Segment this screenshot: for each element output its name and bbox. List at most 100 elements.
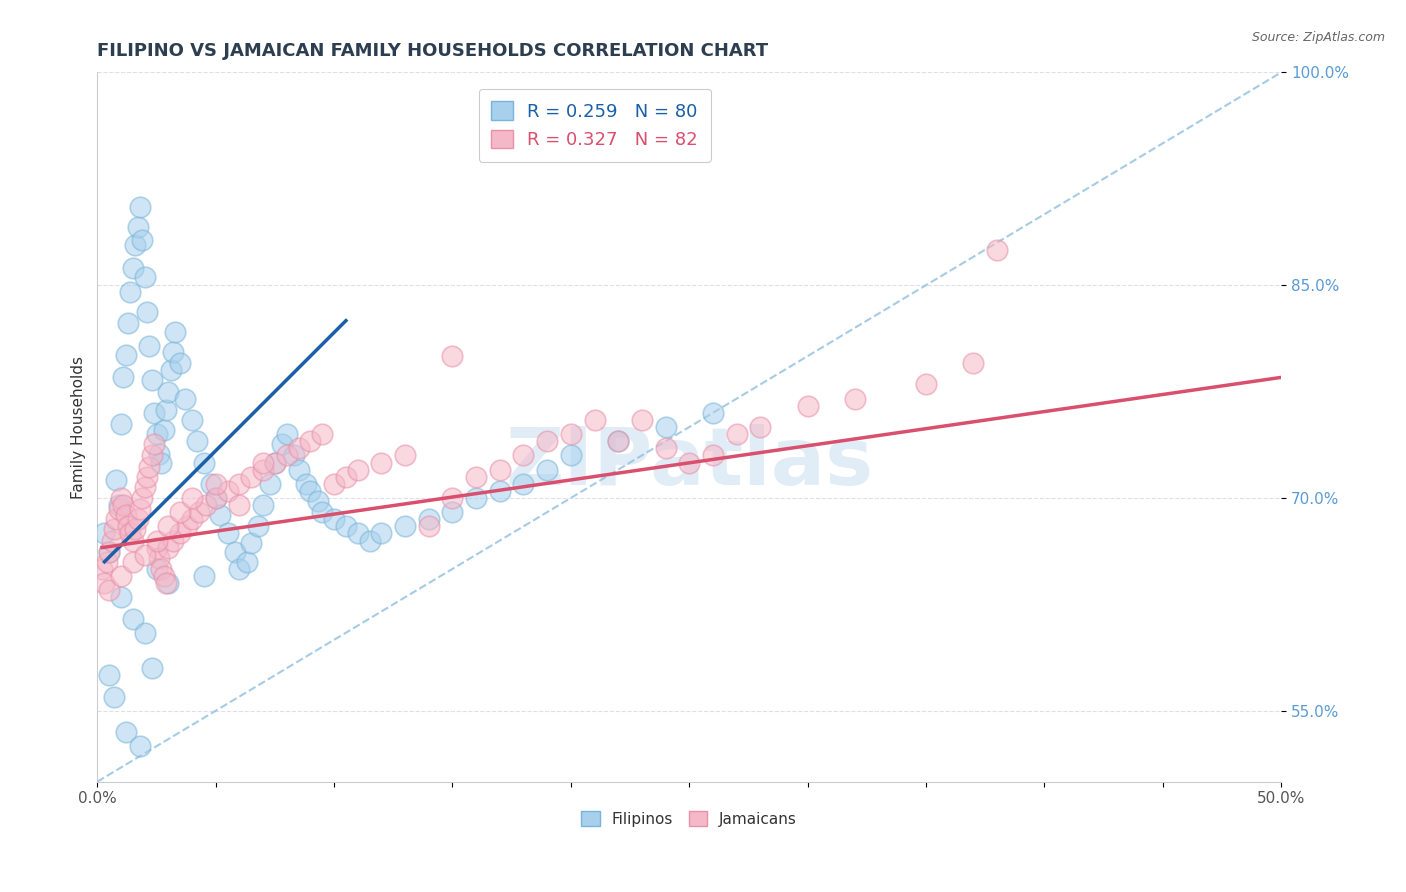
Point — [287, 462, 309, 476]
Point — [217, 526, 239, 541]
Point — [962, 356, 984, 370]
Point — [107, 498, 129, 512]
Point — [276, 427, 298, 442]
Point — [98, 545, 121, 559]
Point — [150, 562, 173, 576]
Point — [169, 356, 191, 370]
Point — [93, 576, 115, 591]
Point — [844, 392, 866, 406]
Text: FILIPINO VS JAMAICAN FAMILY HOUSEHOLDS CORRELATION CHART: FILIPINO VS JAMAICAN FAMILY HOUSEHOLDS C… — [97, 42, 769, 60]
Point — [181, 512, 204, 526]
Point — [283, 449, 305, 463]
Point — [110, 569, 132, 583]
Point — [98, 668, 121, 682]
Point — [536, 434, 558, 449]
Y-axis label: Family Households: Family Households — [72, 356, 86, 499]
Point — [176, 519, 198, 533]
Point — [138, 459, 160, 474]
Point — [631, 413, 654, 427]
Point — [323, 476, 346, 491]
Point — [536, 462, 558, 476]
Point — [607, 434, 630, 449]
Point — [607, 434, 630, 449]
Point — [103, 522, 125, 536]
Point — [121, 611, 143, 625]
Point — [271, 437, 294, 451]
Point — [141, 449, 163, 463]
Point — [155, 576, 177, 591]
Point — [217, 483, 239, 498]
Point — [181, 491, 204, 505]
Point — [131, 491, 153, 505]
Point — [138, 339, 160, 353]
Point — [134, 269, 156, 284]
Point — [560, 449, 582, 463]
Point — [117, 317, 139, 331]
Point — [335, 469, 357, 483]
Point — [247, 519, 270, 533]
Point — [124, 238, 146, 252]
Point — [264, 456, 287, 470]
Point — [129, 200, 152, 214]
Point — [307, 493, 329, 508]
Point — [145, 562, 167, 576]
Point — [114, 725, 136, 739]
Point — [169, 526, 191, 541]
Point — [181, 413, 204, 427]
Point — [418, 512, 440, 526]
Point — [193, 569, 215, 583]
Point — [986, 243, 1008, 257]
Point — [148, 550, 170, 565]
Point — [120, 526, 142, 541]
Point — [188, 505, 211, 519]
Point — [560, 427, 582, 442]
Legend: Filipinos, Jamaicans: Filipinos, Jamaicans — [574, 803, 804, 834]
Point — [195, 498, 218, 512]
Point — [299, 483, 322, 498]
Point — [583, 413, 606, 427]
Point — [441, 505, 464, 519]
Point — [127, 512, 149, 526]
Point — [252, 498, 274, 512]
Point — [110, 591, 132, 605]
Point — [370, 456, 392, 470]
Point — [150, 456, 173, 470]
Point — [259, 476, 281, 491]
Point — [112, 498, 135, 512]
Point — [141, 373, 163, 387]
Point — [749, 420, 772, 434]
Point — [165, 325, 187, 339]
Point — [252, 456, 274, 470]
Point — [100, 533, 122, 548]
Point — [96, 555, 118, 569]
Point — [193, 456, 215, 470]
Point — [134, 548, 156, 562]
Point — [311, 505, 333, 519]
Point — [107, 502, 129, 516]
Point — [204, 491, 226, 505]
Point — [136, 469, 159, 483]
Point — [141, 661, 163, 675]
Point — [240, 469, 263, 483]
Point — [162, 344, 184, 359]
Point — [235, 555, 257, 569]
Point — [441, 491, 464, 505]
Point — [204, 476, 226, 491]
Point — [228, 498, 250, 512]
Point — [418, 519, 440, 533]
Point — [157, 576, 180, 591]
Point — [152, 423, 174, 437]
Point — [488, 483, 510, 498]
Point — [209, 508, 232, 522]
Point — [294, 476, 316, 491]
Point — [311, 427, 333, 442]
Text: Source: ZipAtlas.com: Source: ZipAtlas.com — [1251, 31, 1385, 45]
Point — [174, 392, 197, 406]
Point — [114, 508, 136, 522]
Point — [131, 233, 153, 247]
Point — [157, 519, 180, 533]
Point — [157, 541, 180, 555]
Point — [169, 505, 191, 519]
Point — [134, 625, 156, 640]
Point — [121, 533, 143, 548]
